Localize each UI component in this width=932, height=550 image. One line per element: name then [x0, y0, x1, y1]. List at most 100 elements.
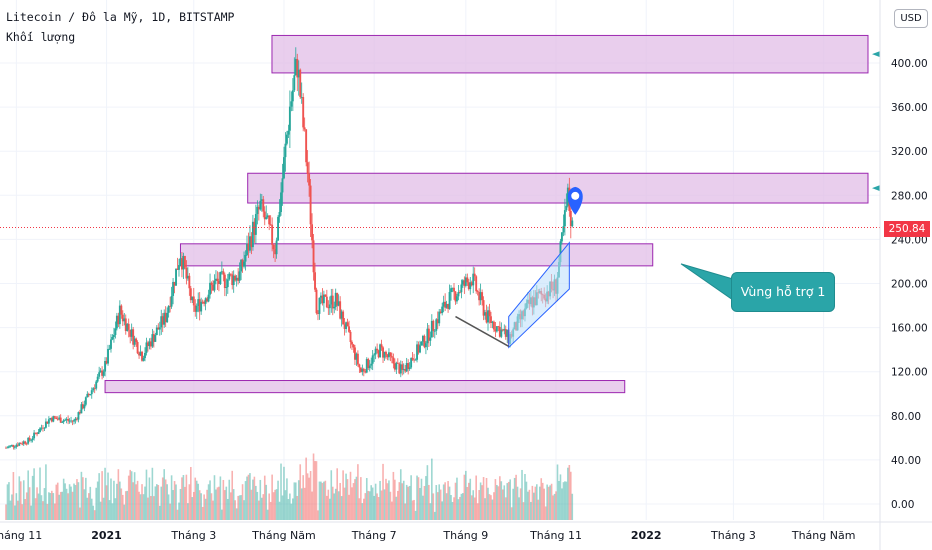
- zone-alert-arrow: [872, 185, 880, 192]
- candle-body: [191, 296, 194, 301]
- volume-bar: [478, 490, 480, 520]
- candle-body: [77, 412, 80, 420]
- candle-body: [436, 319, 439, 324]
- volume-bar: [386, 483, 389, 520]
- candle-body: [144, 352, 146, 359]
- support-zone-callout[interactable]: Vùng hỗ trợ 1: [731, 272, 835, 312]
- candle-body: [439, 311, 442, 314]
- zone-alert-arrow: [872, 51, 880, 58]
- volume-bar: [42, 501, 44, 520]
- candle-body: [390, 356, 393, 358]
- candle-body: [118, 305, 121, 325]
- candle-body: [148, 341, 151, 347]
- volume-bar: [482, 477, 485, 520]
- volume-bar: [22, 480, 25, 520]
- candle-body: [321, 295, 324, 304]
- volume-bar: [405, 484, 408, 520]
- location-marker-icon[interactable]: [567, 186, 583, 215]
- volume-bar: [546, 484, 548, 520]
- volume-bar: [36, 487, 38, 520]
- candle-body: [299, 69, 302, 98]
- volume-bar: [256, 491, 259, 520]
- candle-body: [204, 298, 207, 304]
- volume-bar: [192, 491, 195, 520]
- candle-body: [411, 358, 414, 360]
- candle-body: [385, 351, 387, 355]
- candle-body: [175, 268, 177, 286]
- y-tick-label: 120.00: [891, 367, 928, 379]
- currency-button[interactable]: USD: [894, 9, 928, 28]
- volume-bar: [253, 476, 256, 520]
- volume-bar: [142, 494, 145, 520]
- volume-bar: [485, 477, 488, 520]
- volume-bar: [324, 480, 327, 520]
- volume-bar: [397, 490, 399, 520]
- volume-bar: [163, 469, 166, 520]
- candle-body: [571, 220, 574, 227]
- volume-legend[interactable]: Khối lượng: [6, 30, 76, 44]
- candle-body: [123, 318, 126, 322]
- candle-body: [231, 274, 234, 286]
- candle-body: [81, 404, 84, 409]
- resistance-zone[interactable]: [271, 34, 869, 74]
- volume-bar: [315, 461, 318, 520]
- candle-body: [472, 273, 475, 286]
- volume-bar: [367, 490, 370, 520]
- volume-bar: [536, 484, 538, 520]
- volume-bar: [216, 487, 219, 520]
- candle-body: [290, 101, 293, 107]
- volume-bar: [229, 492, 232, 520]
- volume-bar: [258, 500, 260, 520]
- volume-bar: [225, 486, 228, 520]
- drawings-layer[interactable]: [0, 186, 880, 349]
- volume-bar: [283, 466, 285, 520]
- candle-body: [197, 299, 200, 307]
- candle-body: [349, 331, 352, 343]
- candle-body: [206, 298, 209, 302]
- candle-body: [86, 393, 89, 398]
- candle-body: [343, 324, 346, 329]
- candle-body: [172, 281, 175, 296]
- support-zone[interactable]: [104, 380, 626, 394]
- candle-body: [296, 58, 299, 78]
- candle-body: [490, 316, 492, 324]
- volume-bar: [373, 495, 375, 520]
- candle-body: [324, 294, 327, 297]
- symbol-title[interactable]: Litecoin / Đô la Mỹ, 1D, BITSTAMP: [6, 10, 235, 24]
- volume-bar: [144, 486, 146, 520]
- volume-bar: [209, 480, 211, 520]
- volume-bar: [126, 490, 129, 520]
- candle-body: [139, 351, 142, 356]
- candle-body: [154, 335, 157, 342]
- volume-bar: [531, 485, 534, 520]
- candle-body: [145, 342, 148, 353]
- x-tick-label: Tháng 11: [529, 529, 582, 542]
- volume-bar: [420, 478, 423, 520]
- x-tick-label: 2022: [631, 529, 662, 542]
- volume-bar: [497, 486, 500, 520]
- candle-body: [149, 341, 152, 347]
- volume-bar: [157, 485, 160, 520]
- candle-body: [482, 300, 485, 316]
- candle-body: [420, 341, 423, 346]
- candle-body: [243, 261, 245, 267]
- zones-layer[interactable]: [104, 34, 880, 394]
- volume-bar: [553, 493, 556, 520]
- volume-bar: [326, 495, 328, 520]
- volume-bar: [382, 463, 384, 520]
- resistance-zone[interactable]: [247, 172, 869, 204]
- rising-channel[interactable]: [508, 241, 570, 349]
- volume-bar: [77, 482, 80, 520]
- x-tick-label: Tháng Năm: [791, 529, 856, 542]
- candle-body: [303, 127, 306, 130]
- trendline[interactable]: [455, 315, 510, 347]
- candle-body: [339, 301, 342, 319]
- volume-bar: [210, 493, 213, 520]
- candle-body: [192, 296, 195, 306]
- volume-bar: [114, 498, 117, 520]
- volume-bar: [399, 469, 402, 520]
- volume-bar: [166, 484, 168, 520]
- candle-body: [95, 381, 98, 389]
